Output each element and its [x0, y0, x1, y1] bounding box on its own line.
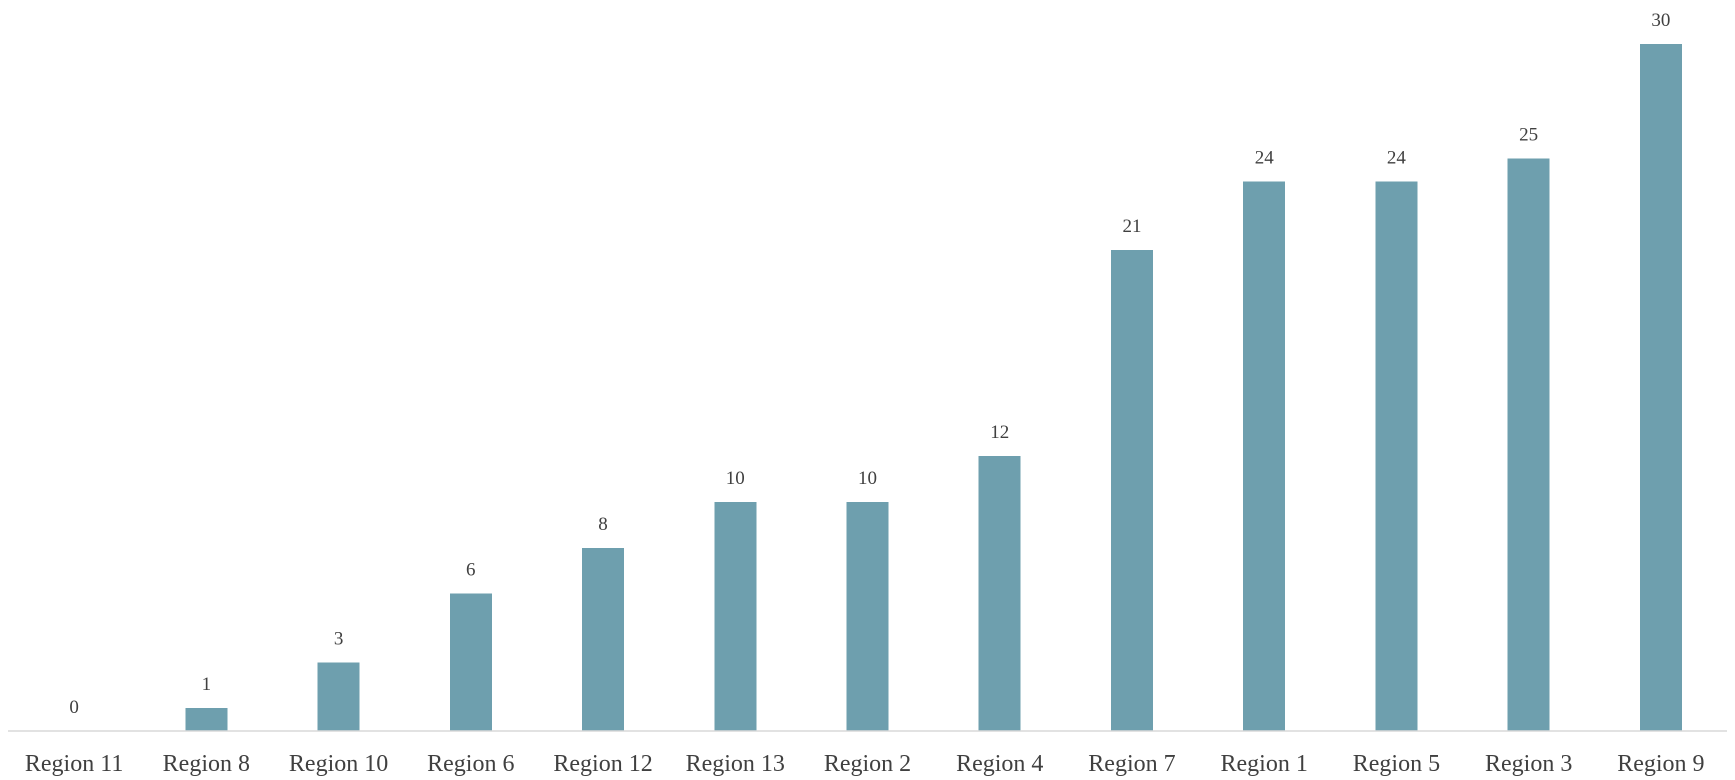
- x-tick-region-10: Region 10: [289, 751, 388, 777]
- data-label-region-7: 21: [1122, 216, 1141, 237]
- data-label-region-10: 3: [334, 628, 344, 649]
- bar-region-2: [846, 502, 889, 731]
- x-tick-region-4: Region 4: [956, 751, 1043, 777]
- x-tick-region-12: Region 12: [553, 751, 652, 777]
- bar-region-6: [449, 593, 492, 731]
- bar-region-13: [714, 502, 757, 731]
- bar-region-10: [317, 662, 360, 731]
- x-tick-region-2: Region 2: [824, 751, 911, 777]
- data-label-region-8: 1: [202, 674, 212, 695]
- data-label-region-3: 25: [1519, 125, 1538, 146]
- x-axis-tick-labels: Region 11 Region 8 Region 10 Region 6 Region…: [25, 751, 1705, 777]
- x-tick-region-7: Region 7: [1088, 751, 1175, 777]
- x-tick-region-6: Region 6: [427, 751, 514, 777]
- bar-region-7: [1110, 250, 1153, 731]
- data-label-region-4: 12: [990, 422, 1009, 443]
- bar-region-8: [185, 708, 228, 731]
- bar-region-3: [1507, 158, 1550, 731]
- data-label-region-12: 8: [598, 514, 608, 535]
- x-tick-region-5: Region 5: [1353, 751, 1440, 777]
- data-label-region-13: 10: [726, 468, 745, 489]
- bar-region-4: [978, 456, 1021, 731]
- bar-region-9: [1639, 44, 1682, 731]
- data-label-region-11: 0: [69, 697, 79, 718]
- bar-region-1: [1243, 181, 1286, 731]
- data-label-region-2: 10: [858, 468, 877, 489]
- data-label-region-1: 24: [1255, 147, 1275, 168]
- x-tick-region-9: Region 9: [1617, 751, 1704, 777]
- x-tick-region-1: Region 1: [1221, 751, 1308, 777]
- x-tick-region-8: Region 8: [163, 751, 250, 777]
- x-tick-region-11: Region 11: [25, 751, 123, 777]
- data-label-region-5: 24: [1387, 147, 1407, 168]
- bar-region-5: [1375, 181, 1418, 731]
- x-tick-region-3: Region 3: [1485, 751, 1572, 777]
- data-labels-group: 0 1 3 6 8 10 10 12 21 24 24 25 30: [69, 10, 1670, 718]
- data-label-region-9: 30: [1651, 10, 1670, 31]
- bar-region-12: [582, 547, 625, 731]
- x-tick-region-13: Region 13: [686, 751, 785, 777]
- bars-group: [185, 44, 1682, 731]
- data-label-region-6: 6: [466, 560, 476, 581]
